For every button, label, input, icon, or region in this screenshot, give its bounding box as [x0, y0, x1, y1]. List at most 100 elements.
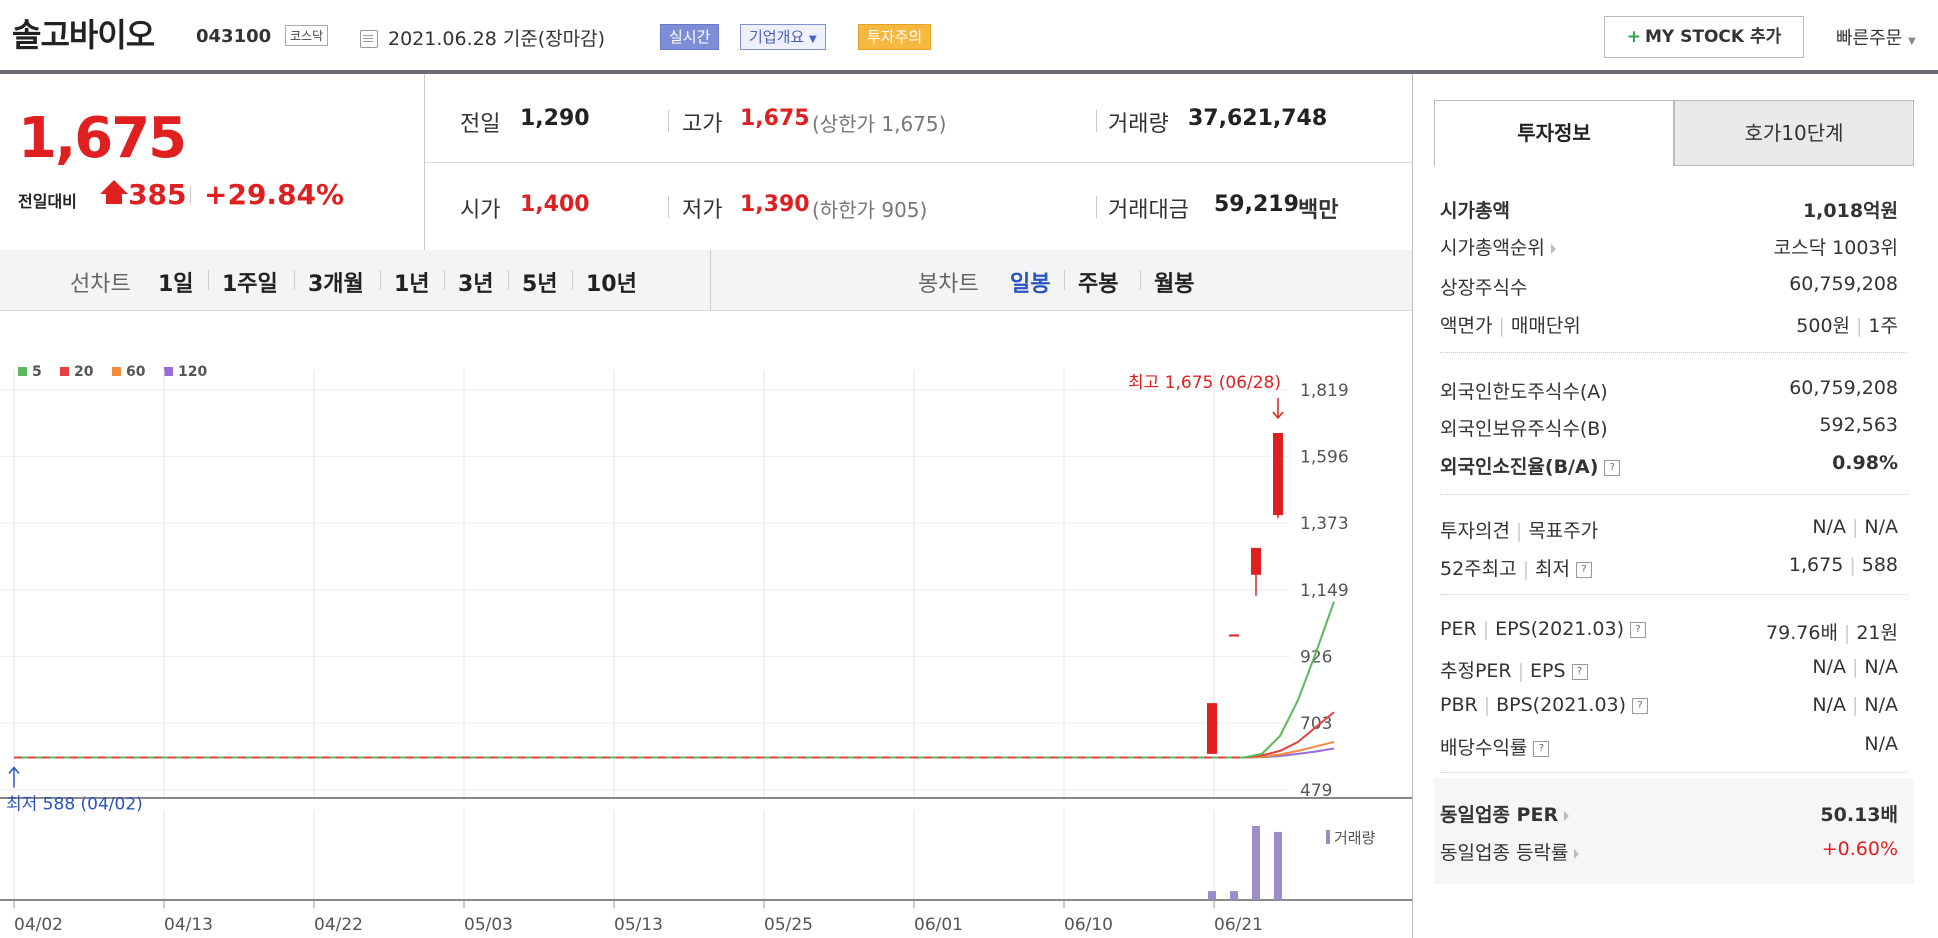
info-label: 투자의견 | 목표주가 — [1440, 516, 1598, 543]
info-value-text: 60,759,208 — [1789, 273, 1898, 295]
info-label-text: 동일업종 등락률 — [1440, 842, 1569, 864]
divider — [1140, 270, 1141, 290]
info-value-text: N/A — [1864, 733, 1898, 755]
period-5years[interactable]: 5년 — [522, 272, 558, 297]
info-value-text-2: 21원 — [1856, 622, 1898, 644]
divider — [424, 74, 425, 250]
chevron-right-icon — [1550, 243, 1556, 254]
divider — [1440, 772, 1908, 773]
divider — [444, 270, 445, 290]
info-value-text-2: N/A — [1864, 516, 1898, 538]
ma5-line — [1243, 601, 1335, 759]
price-chart[interactable]: 5 20 60 120 04/02 04/13 04/22 05/03 05/13 05/25 06… — [0, 310, 1412, 938]
info-bg — [1434, 166, 1914, 886]
volume-bar — [1274, 831, 1282, 900]
x-tick-label: 06/21 — [1214, 915, 1263, 935]
stock-name: 솔고바이오 — [12, 16, 155, 54]
info-value-text-2: N/A — [1864, 694, 1898, 716]
divider — [1440, 494, 1908, 495]
add-my-stock-button[interactable]: + MY STOCK 추가 — [1604, 16, 1804, 58]
amount-value: 59,219 — [1214, 192, 1299, 217]
current-price: 1,675 — [18, 106, 187, 171]
period-1day[interactable]: 1일 — [158, 272, 194, 297]
divider: | — [1849, 554, 1856, 576]
info-label-text: 외국인한도주식수(A) — [1440, 381, 1608, 403]
date-text: 2021.06.28 기준(장마감) — [388, 28, 606, 50]
info-label: 시가총액 — [1440, 196, 1510, 223]
volume-label: 거래량 — [1334, 829, 1376, 847]
period-10years[interactable]: 10년 — [586, 272, 637, 297]
up-arrow-icon — [100, 180, 128, 194]
info-label-text-2: 목표주가 — [1528, 520, 1599, 542]
volume-bar — [1252, 826, 1260, 900]
prev-close-label: 전일 — [460, 112, 501, 137]
period-1year[interactable]: 1년 — [394, 272, 430, 297]
divider — [208, 270, 209, 290]
plus-icon: + — [1626, 27, 1641, 47]
candle-weekly[interactable]: 주봉 — [1078, 272, 1119, 297]
high-annotation: 최고 1,675 (06/28) — [1128, 373, 1281, 393]
legend-swatch — [18, 367, 27, 376]
info-value-text: N/A — [1812, 516, 1846, 538]
tab-order-book[interactable]: 호가10단계 — [1674, 100, 1914, 166]
help-icon[interactable]: ? — [1630, 621, 1646, 638]
amount-label: 거래대금 — [1108, 198, 1189, 223]
info-label[interactable]: 시가총액순위 — [1440, 233, 1556, 260]
help-icon[interactable]: ? — [1571, 663, 1588, 680]
info-label-text: PBR — [1440, 694, 1478, 716]
info-value-text: 500원 — [1796, 315, 1851, 337]
x-tick-label: 06/10 — [1064, 915, 1113, 935]
chevron-right-icon — [1574, 848, 1580, 859]
company-overview-dropdown[interactable]: 기업개요 ▼ — [740, 24, 826, 50]
y-tick-label: 1,149 — [1300, 581, 1349, 601]
info-value-text-2: 588 — [1861, 554, 1898, 576]
quick-order-button[interactable]: 빠른주문 ▼ — [1836, 24, 1916, 50]
info-value-text: N/A — [1812, 656, 1846, 678]
candle-daily[interactable]: 일봉 — [1010, 272, 1051, 297]
investment-info-panel — [1412, 74, 1938, 938]
low-value: 1,390 — [740, 192, 810, 217]
info-value: 592,563 — [1819, 414, 1898, 436]
divider — [710, 250, 711, 310]
divider: | — [1851, 694, 1859, 716]
help-icon[interactable]: ? — [1632, 697, 1649, 714]
period-3years[interactable]: 3년 — [458, 272, 494, 297]
info-value: N/A | N/A — [1812, 656, 1898, 678]
stock-code: 043100 — [196, 26, 272, 47]
volume-bar — [1230, 891, 1238, 900]
info-value: +0.60% — [1822, 838, 1898, 860]
tab-investment-info[interactable]: 투자정보 — [1434, 100, 1674, 166]
info-label: 외국인한도주식수(A) — [1440, 377, 1608, 404]
high-value: 1,675 — [740, 106, 810, 131]
info-value-text: 코스닥 1003위 — [1773, 237, 1898, 259]
info-label-text: 동일업종 PER — [1440, 804, 1559, 826]
info-value-text: 79.76배 — [1766, 622, 1838, 644]
info-label[interactable]: 동일업종 PER — [1440, 800, 1570, 827]
upper-limit: (상한가 1,675) — [812, 112, 947, 136]
chart-period-bar — [0, 250, 1412, 311]
info-value-text-2: 1주 — [1868, 315, 1898, 337]
high-arrow-icon — [1272, 411, 1284, 420]
candle-body — [1207, 703, 1217, 754]
candle-chart-label: 봉차트 — [918, 272, 979, 297]
x-tick-label: 05/13 — [614, 915, 663, 935]
period-1week[interactable]: 1주일 — [222, 272, 278, 297]
help-icon[interactable]: ? — [1576, 561, 1592, 578]
divider: | — [1843, 622, 1851, 644]
realtime-button[interactable]: 실시간 — [660, 24, 720, 50]
divider: | — [1856, 315, 1863, 337]
info-label-text-2: 매매단위 — [1510, 315, 1581, 337]
info-value-text: N/A — [1812, 694, 1846, 716]
low-label: 저가 — [682, 198, 723, 223]
candle-monthly[interactable]: 월봉 — [1154, 272, 1195, 297]
help-icon[interactable]: ? — [1533, 740, 1550, 757]
y-tick-label: 1,373 — [1300, 514, 1349, 534]
divider — [668, 196, 669, 218]
period-3months[interactable]: 3개월 — [308, 272, 364, 297]
help-icon[interactable]: ? — [1604, 459, 1621, 476]
info-label[interactable]: 동일업종 등락률 — [1440, 838, 1580, 865]
open-label: 시가 — [460, 198, 501, 223]
chevron-down-icon: ▼ — [1907, 36, 1916, 47]
y-tick-label: 479 — [1300, 781, 1332, 801]
divider — [1096, 196, 1097, 218]
